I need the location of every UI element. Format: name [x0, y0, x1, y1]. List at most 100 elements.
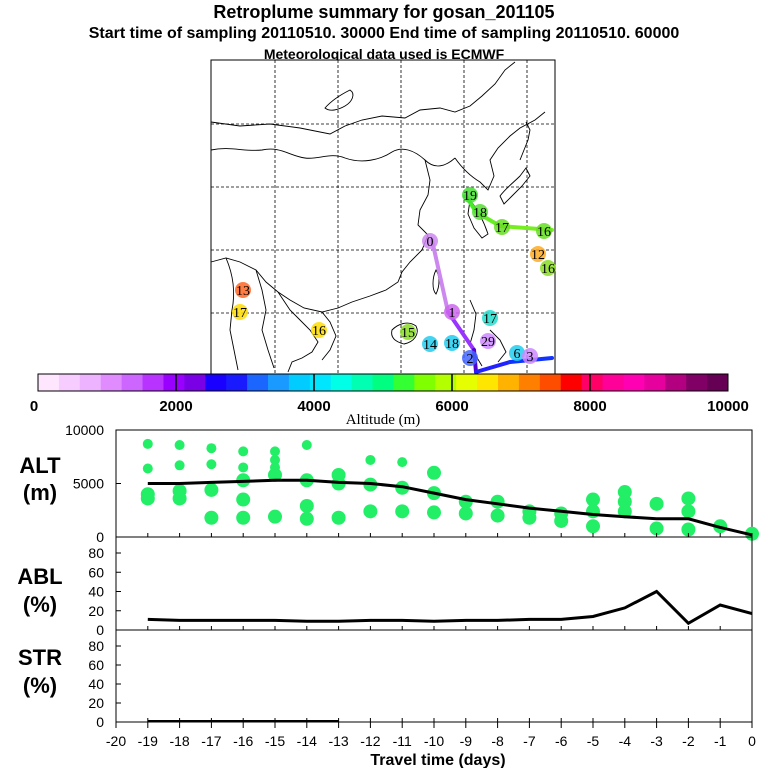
map-marker-dot	[509, 345, 525, 361]
alt-point	[142, 463, 153, 474]
alt-point	[268, 467, 282, 482]
alt-point	[206, 459, 217, 470]
panel-ylabel-unit: (%)	[23, 673, 57, 698]
alt-point	[365, 454, 376, 465]
colorbar-swatch	[581, 374, 604, 391]
colorbar-swatch	[38, 374, 60, 391]
x-tick-label: -1	[714, 733, 727, 749]
x-tick-label: -19	[138, 733, 158, 749]
x-tick-label: -20	[106, 733, 126, 749]
map-marker-label: 3	[527, 350, 534, 365]
colorbar-swatch	[247, 374, 269, 391]
alt-point	[681, 504, 696, 519]
x-tick-label: -17	[201, 733, 221, 749]
altitude-colorbar: 0 2000 4000 6000 8000 10000 Altitude (m)	[30, 373, 749, 428]
map-marker-label: 12	[531, 248, 545, 263]
map-marker-dot	[480, 333, 496, 349]
map-marker-dot	[235, 282, 251, 298]
colorbar-swatch	[665, 374, 687, 391]
map-marker-dot	[536, 223, 552, 239]
map-marker-dot	[540, 260, 556, 276]
map-marker-label: 2	[467, 352, 474, 367]
map-marker-dot	[494, 219, 510, 235]
y-tick-label: 0	[96, 714, 104, 730]
alt-point	[458, 506, 473, 521]
x-tick-label: -7	[523, 733, 536, 749]
map-marker-label: 1	[449, 306, 456, 321]
colorbar-tick-label: 6000	[435, 398, 468, 415]
alt-point	[363, 504, 378, 519]
map-marker-label: 29	[481, 335, 495, 350]
colorbar-frame	[37, 373, 729, 392]
colorbar-swatch	[435, 374, 457, 391]
map-marker-label: 16	[312, 324, 326, 339]
map-marker-label: 19	[463, 189, 477, 204]
y-tick-label: 20	[88, 695, 104, 711]
alt-point	[140, 491, 155, 506]
colorbar-swatch	[602, 374, 624, 391]
colorbar-swatch	[477, 374, 499, 391]
alt-point	[395, 504, 410, 519]
alt-point	[301, 439, 312, 450]
x-tick-label: -8	[491, 733, 504, 749]
x-tick-label: -10	[424, 733, 444, 749]
map-marker-dot	[462, 187, 478, 203]
alt-point	[649, 496, 664, 511]
panel-ylabel: STR	[18, 645, 62, 670]
colorbar-swatch	[707, 374, 729, 391]
alt-point	[649, 521, 664, 536]
map-graticule	[211, 60, 555, 374]
alt-point	[586, 519, 600, 534]
alt-point	[236, 492, 251, 507]
panel-ylabel-unit: (m)	[23, 480, 57, 505]
map-marker-label: 17	[233, 306, 247, 321]
y-tick-label: 0	[96, 529, 104, 545]
y-tick-label: 0	[96, 622, 104, 638]
x-axis: -20 -19 -18 -17 -16 -15 -14 -13 -12 -11 -10 -9 -8 -7-…	[106, 533, 756, 768]
x-tick-label: -9	[460, 733, 473, 749]
colorbar-swatch	[184, 374, 206, 391]
alt-point	[204, 510, 219, 525]
x-axis-label: Travel time (days)	[370, 752, 505, 768]
colorbar-swatch	[142, 374, 164, 391]
y-tick-label: 5000	[73, 476, 104, 492]
meteo-source: Meteorological data used is ECMWF	[263, 46, 505, 62]
colorbar-swatch	[121, 374, 144, 391]
colorbar-tick-label: 0	[30, 398, 38, 415]
colorbar-tick-label: 4000	[297, 398, 330, 415]
x-tick-label: -5	[587, 733, 600, 749]
colorbar-swatch	[560, 374, 583, 391]
x-tick-label: -3	[650, 733, 663, 749]
x-tick-label: -11	[393, 733, 412, 749]
x-tick-label: -16	[233, 733, 253, 749]
time-series-panels: ALT(m) 10000 5000 0 ABL (%) 80 60 40 20 0 STR (%) 80 6…	[17, 422, 759, 768]
colorbar-swatch	[351, 374, 374, 391]
map-marker-dot	[530, 246, 546, 262]
alt-point	[174, 460, 185, 471]
map-marker-dot	[422, 336, 438, 352]
alt-point	[299, 511, 314, 526]
colorbar-swatch	[414, 374, 436, 391]
x-tick-label: -14	[297, 733, 317, 749]
y-tick-label: 80	[88, 638, 104, 654]
map-marker-dot	[232, 304, 248, 320]
colorbar-swatch	[205, 374, 227, 391]
colorbar-swatch	[498, 374, 520, 391]
colorbar-swatch	[163, 374, 185, 391]
colorbar-swatch	[309, 374, 332, 391]
alt-point	[331, 510, 346, 525]
colorbar-swatch	[518, 374, 541, 391]
map-marker-dot	[482, 310, 498, 326]
colorbar-swatch	[644, 374, 666, 391]
alt-point	[270, 446, 280, 457]
alt-point	[270, 454, 280, 465]
colorbar-swatch	[539, 374, 562, 391]
alt-point	[522, 510, 537, 525]
x-tick-label: -15	[265, 733, 285, 749]
colorbar-swatch	[372, 374, 394, 391]
alt-point	[617, 485, 632, 500]
x-tick-label: 0	[748, 733, 756, 749]
panel-ylabel-unit: (%)	[23, 592, 57, 617]
map-marker-label: 16	[537, 225, 551, 240]
